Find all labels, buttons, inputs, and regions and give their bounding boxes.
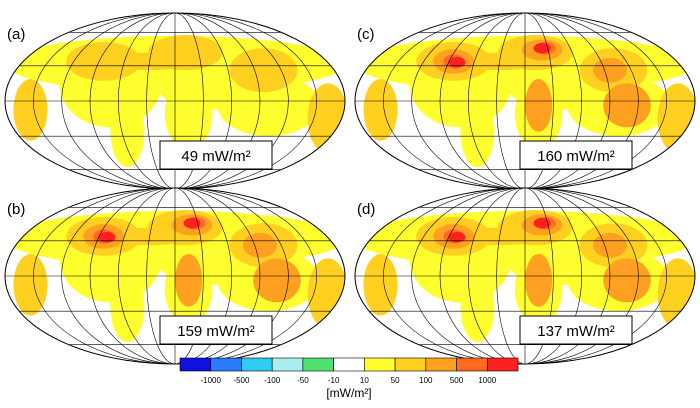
colorbar-tick-label: 1000 (478, 376, 496, 385)
flux-region (363, 253, 398, 316)
flux-region (448, 57, 466, 68)
colorbar-swatch (456, 357, 488, 372)
flux-region (243, 232, 277, 258)
colorbar-tick-label: 100 (419, 376, 433, 385)
flux-region (448, 232, 466, 243)
colorbar-tick-label: -500 (233, 376, 250, 385)
annotation-box (159, 315, 273, 345)
annotation-box (519, 315, 633, 345)
annotation: 49 mW/m² (181, 148, 250, 165)
flux-region (525, 254, 553, 307)
colorbar-swatch (241, 357, 273, 372)
colorbar-tick-label: 500 (450, 376, 464, 385)
panel-label: (d) (357, 201, 375, 218)
colorbar-swatch (364, 357, 396, 372)
flux-region (66, 42, 141, 81)
flux-region (98, 232, 116, 243)
flux-region (460, 96, 495, 167)
flux-region (603, 258, 651, 303)
flux-region (525, 79, 553, 132)
flux-region (460, 271, 495, 342)
annotation: 137 mW/m² (537, 323, 615, 340)
map-outline (354, 187, 696, 365)
flux-region (13, 253, 48, 316)
colorbar-tick-label: -1000 (200, 376, 221, 385)
flux-region (175, 254, 203, 307)
map-panel (5, 13, 345, 189)
colorbar-swatch (333, 357, 365, 372)
annotation: 159 mW/m² (177, 323, 255, 340)
colorbar-tick-label: -50 (297, 376, 309, 385)
map-outline (4, 187, 346, 365)
annotation-box (519, 140, 633, 170)
flux-region (533, 42, 551, 54)
colorbar-tick-label: -100 (264, 376, 281, 385)
flux-region (229, 48, 298, 93)
flux-region (533, 217, 551, 229)
colorbar-tick-label: -10 (328, 376, 340, 385)
flux-region (13, 79, 48, 141)
colorbar-tick-label: 50 (391, 376, 400, 385)
flux-region (593, 232, 627, 258)
colorbar-swatch (425, 357, 457, 372)
flux-region (363, 79, 398, 141)
panel-label: (c) (357, 26, 375, 43)
flux-region (593, 57, 627, 83)
panel-label: (b) (7, 201, 25, 218)
colorbar-swatch (486, 357, 519, 372)
colorbar-swatch (302, 357, 334, 372)
colorbar-label: [mW/m²] (326, 386, 371, 400)
flux-region (110, 96, 145, 167)
flux-region (253, 258, 301, 303)
map-panel (355, 188, 695, 364)
flux-region (110, 271, 145, 342)
colorbar-swatch (394, 357, 427, 372)
flux-region (183, 217, 201, 229)
colorbar-swatch (210, 357, 242, 372)
annotation-box (159, 140, 273, 170)
annotation: 160 mW/m² (537, 148, 615, 165)
panel-label: (a) (7, 26, 25, 43)
colorbar-tick-label: 10 (360, 376, 369, 385)
flux-region (603, 83, 651, 128)
colorbar-swatch (179, 357, 212, 372)
colorbar-swatch (271, 357, 304, 372)
